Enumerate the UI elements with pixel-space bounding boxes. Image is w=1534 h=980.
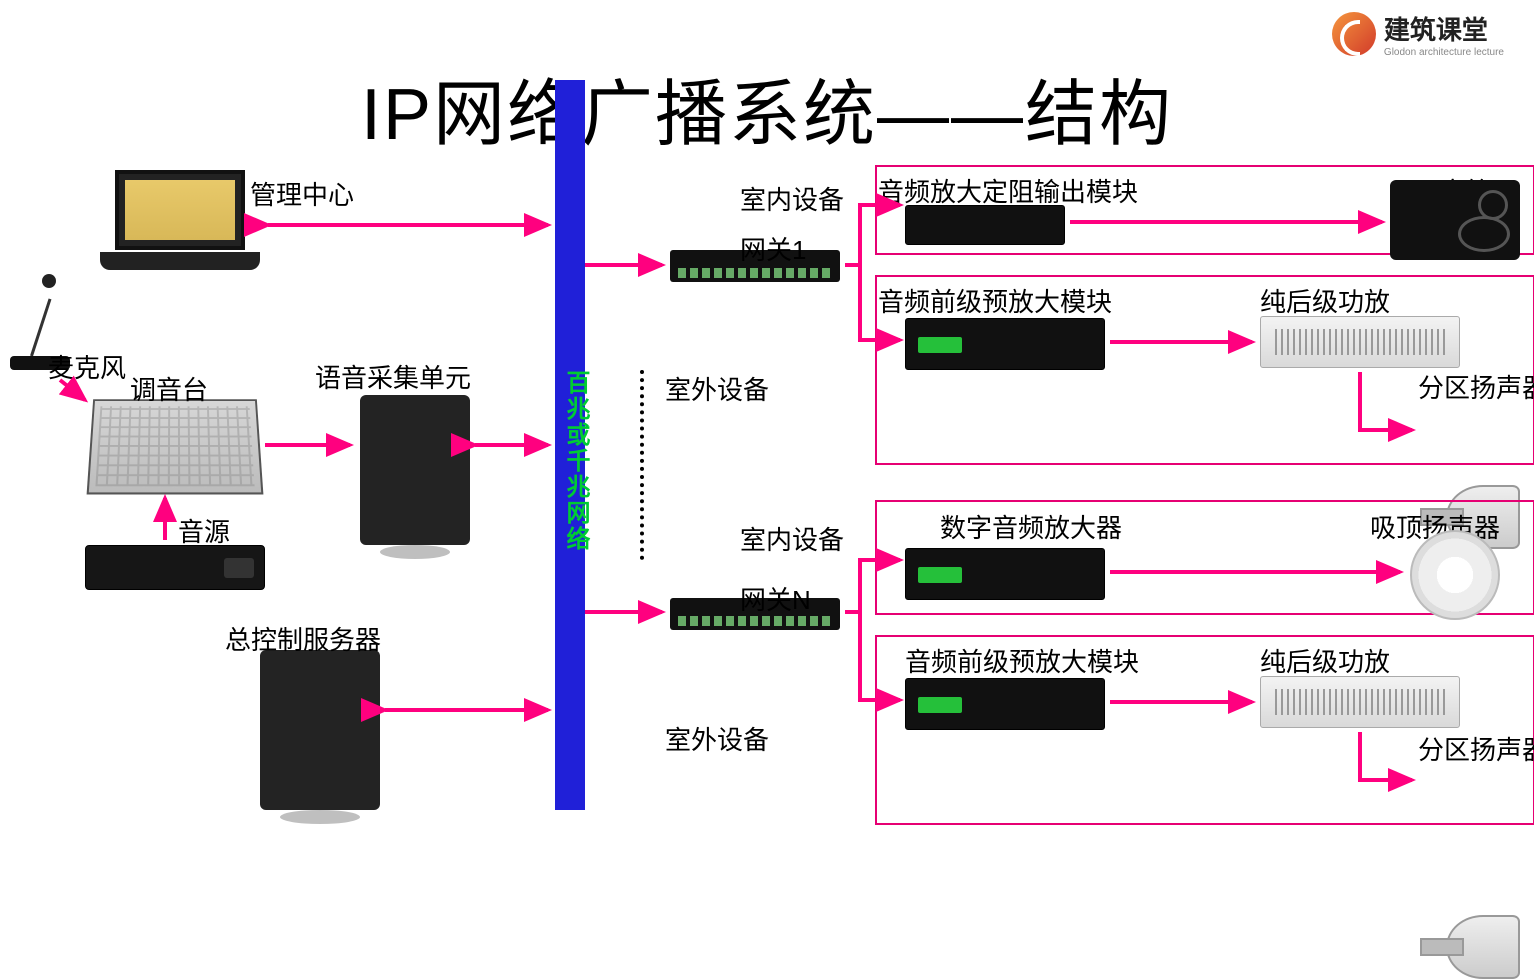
group-1b-poweramp-device bbox=[1260, 316, 1460, 368]
ellipsis-dots bbox=[640, 370, 644, 560]
gateway-1-label: 室内设备 bbox=[740, 180, 844, 217]
microphone-label: 麦克风 bbox=[48, 348, 126, 385]
outdoor-2-label: 室外设备 bbox=[665, 720, 769, 757]
laptop-device bbox=[100, 170, 260, 280]
group-1b-out-label: 分区扬声器 bbox=[1418, 368, 1534, 405]
outdoor-1-label: 室外设备 bbox=[665, 370, 769, 407]
ceiling-speaker-device bbox=[1410, 530, 1500, 620]
voice-capture-device bbox=[360, 395, 470, 545]
group-2a-amp-device bbox=[905, 548, 1105, 600]
gateway-1-sub: 网关1 bbox=[740, 230, 806, 267]
laptop-label: 管理中心 bbox=[250, 175, 354, 212]
group-2b-module-label: 音频前级预放大模块 bbox=[905, 642, 1139, 679]
audio-source-device bbox=[85, 545, 265, 590]
group-1a-module-label: 音频放大定阻输出模块 bbox=[878, 172, 1138, 209]
diagram-stage: 百兆或千兆网络 管理中心 麦克风 调音台 语音采集单元 音源 总控制服务器 室内… bbox=[0, 0, 1534, 801]
audio-source-label: 音源 bbox=[178, 512, 230, 549]
group-2b-out-label: 分区扬声器 bbox=[1418, 730, 1534, 767]
speaker-device bbox=[1390, 180, 1520, 260]
horn-speaker-2-device bbox=[1420, 910, 1520, 980]
mixer-label: 调音台 bbox=[130, 370, 208, 407]
mixer-device bbox=[87, 399, 264, 494]
group-2b-poweramp-device bbox=[1260, 676, 1460, 728]
group-1a-module-device bbox=[905, 205, 1065, 245]
group-2b-preamp-device bbox=[905, 678, 1105, 730]
group-1b-preamp-device bbox=[905, 318, 1105, 370]
control-server-label: 总控制服务器 bbox=[225, 620, 381, 657]
network-spine-label: 百兆或千兆网络 bbox=[558, 370, 593, 552]
gateway-n-label: 室内设备 bbox=[740, 520, 844, 557]
group-1b-amp-label: 纯后级功放 bbox=[1260, 282, 1390, 319]
voice-capture-label: 语音采集单元 bbox=[315, 358, 471, 395]
control-server-device bbox=[260, 650, 380, 810]
group-2a-module-label: 数字音频放大器 bbox=[940, 508, 1122, 545]
group-1b-module-label: 音频前级预放大模块 bbox=[878, 282, 1112, 319]
group-2b-amp-label: 纯后级功放 bbox=[1260, 642, 1390, 679]
gateway-n-sub: 网关N bbox=[740, 580, 811, 617]
